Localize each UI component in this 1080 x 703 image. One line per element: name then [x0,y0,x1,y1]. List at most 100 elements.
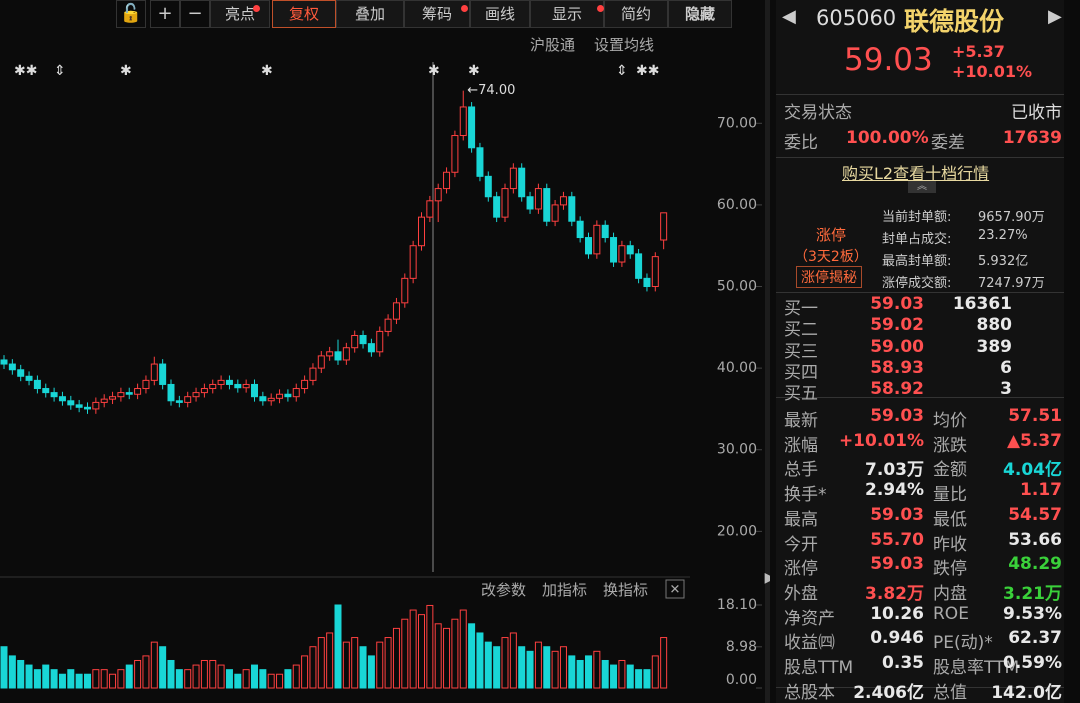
candle-body [159,363,167,385]
volume-bar [551,650,559,689]
volume-bar [426,604,434,689]
volume-bar [334,604,342,689]
candle-body [367,343,375,353]
volume-bar [585,655,592,689]
chart-option[interactable]: 沪股通 [530,36,576,54]
volume-bar [384,637,392,689]
candle-body [100,398,108,403]
candle-body [309,367,317,381]
indicator-option[interactable]: 加指标 [542,581,588,599]
volume-bar [493,646,501,689]
toolbar-icon[interactable]: + [150,0,180,28]
stat-value: 2.94% [865,480,924,501]
bid-price: 59.02 [870,315,924,336]
marker: ✱ [261,63,273,79]
volume-bar [518,646,526,689]
toolbar-button[interactable]: 简约 [604,0,668,28]
candle-body [184,396,192,403]
limit-label: 当前封单额: [882,210,952,225]
bid-price: 58.93 [870,357,924,378]
volume-tick-label: 8.98 [726,639,757,655]
toolbar-button[interactable]: 叠加 [336,0,404,28]
volume-bar [17,659,25,689]
limit-value: 5.932亿 [978,254,1029,269]
candle-body [409,245,417,279]
candle-body [626,245,634,255]
nav-arrow[interactable]: ▶ [1048,6,1062,27]
close-icon[interactable]: ✕ [670,583,681,598]
stat-label: ROE [933,603,969,624]
volume-bar [192,664,200,689]
volume-bar [150,641,158,689]
indicator-option[interactable]: 换指标 [603,581,649,599]
close-box[interactable] [665,579,685,599]
candle-body [610,237,618,263]
candle-body [593,224,601,255]
volume-bar [159,646,167,689]
volume-bar [284,669,292,689]
toolbar-button[interactable]: 亮点 [210,0,270,28]
collapse[interactable]: ︽ [908,181,936,193]
candle-body [67,400,75,406]
toolbar-button[interactable]: 筹码 [404,0,470,28]
l2-link[interactable]: 购买L2查看十档行情 [842,164,990,183]
marker: ✱✱ [14,63,37,79]
stat-value: +10.01% [838,430,924,451]
nav-arrow[interactable]: ◀ [782,6,796,27]
candle-body [518,167,526,198]
toolbar-button[interactable]: 隐藏 [668,0,732,28]
splitter[interactable] [765,0,770,703]
candle-body [459,106,467,137]
volume-bar [476,632,484,689]
candle-body [434,188,442,202]
candle-body [33,379,41,390]
volume-bar [526,650,534,689]
limit-button[interactable]: 涨停揭秘 [796,266,862,288]
candle-body [117,392,125,398]
red-dot [461,5,468,12]
candle-body [418,216,425,247]
volume-bar [251,664,258,689]
toolbar-button[interactable]: 画线 [470,0,530,28]
chart-option[interactable]: 设置均线 [594,36,655,54]
candle-body [217,379,225,385]
stat-label: 今开 [784,534,818,555]
bid-label: 买三 [784,341,818,362]
candle-body [476,147,484,177]
separator [776,292,1064,293]
stat-label: 涨跌 [933,435,967,456]
volume-bar [84,673,91,689]
volume-bar [351,637,359,689]
candle-body [0,359,8,365]
toolbar-icon[interactable]: 🔓 [116,0,146,28]
y-tick-label: 30.00 [717,442,757,458]
stat-value: 59.03 [870,406,924,426]
candle-body [284,393,292,398]
toolbar-button[interactable]: 复权 [272,0,336,28]
indicator-option[interactable]: 改参数 [481,581,527,599]
volume-bar [117,669,125,689]
volume-bar [276,673,284,689]
limit-tag: 涨停 [816,226,847,244]
candle-body [493,196,501,218]
splitter-arrow[interactable]: ▶ [765,570,770,586]
toolbar-icon[interactable]: − [180,0,210,28]
candle-body [543,188,551,222]
stat-value: 3.82万 [865,583,924,604]
marker: ⇕ [616,63,628,79]
volume-bar [610,664,618,689]
toolbar-button[interactable]: 显示 [530,0,604,28]
separator [776,157,1064,158]
bid-volume: 3 [1000,379,1012,400]
candle-body [150,363,158,381]
candle-body [84,406,91,410]
candle-body [225,379,233,385]
stat-value: 2.406亿 [853,682,924,703]
candle-body [401,277,409,304]
limit-value: 7247.97万 [978,276,1045,291]
status-label: 交易状态 [784,103,852,123]
volume-bar [50,669,58,689]
volume-bar [8,655,16,689]
candle-body [25,375,33,381]
stat-label: 内盘 [933,583,967,604]
